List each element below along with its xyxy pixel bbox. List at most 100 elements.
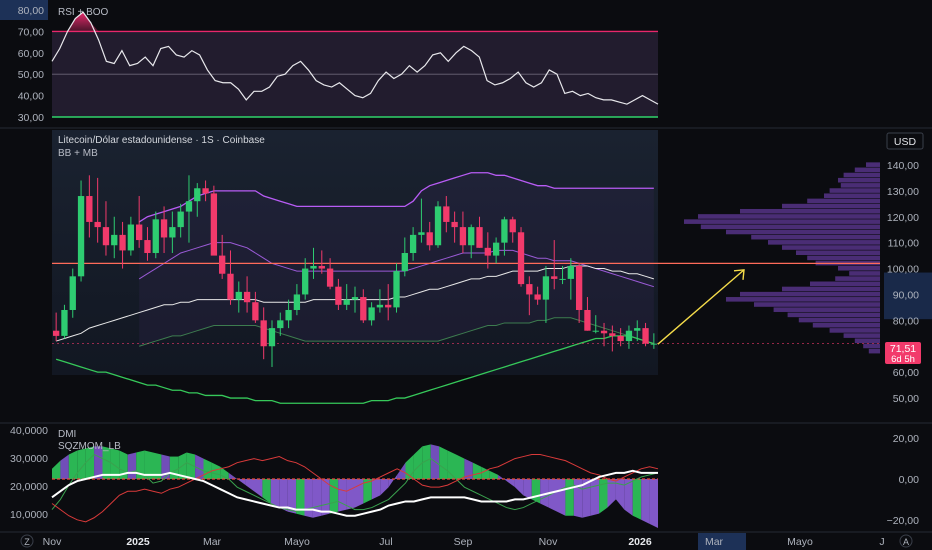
- candle-body: [318, 265, 325, 269]
- volume-profile-bar: [843, 172, 880, 178]
- dmi-right-tick-label: 0,00: [899, 474, 920, 486]
- candle-body: [61, 309, 68, 336]
- candle-body: [111, 234, 118, 246]
- candle-body: [268, 328, 276, 347]
- momentum-area: [338, 479, 347, 512]
- momentum-area: [85, 446, 95, 479]
- candle-body: [642, 328, 649, 344]
- candle-body: [393, 271, 400, 308]
- candle-body: [52, 330, 60, 336]
- candle-body: [77, 196, 85, 277]
- rsi-tick-label: 80,00: [18, 5, 44, 17]
- candle-body: [177, 211, 184, 228]
- bollinger-fill: [139, 172, 654, 347]
- volume-profile-bar: [835, 276, 880, 281]
- candle-body: [401, 253, 408, 272]
- momentum-area: [296, 479, 305, 516]
- volume-profile-bar: [754, 302, 880, 307]
- price-tick-label: 60,00: [893, 367, 919, 379]
- momentum-area: [514, 479, 524, 496]
- momentum-area: [649, 479, 658, 528]
- candle-body: [625, 330, 633, 342]
- rsi-line: [51, 11, 659, 105]
- volume-profile-bar: [807, 255, 880, 261]
- candle-body: [567, 265, 574, 279]
- momentum-area: [422, 444, 431, 479]
- momentum-area: [489, 470, 499, 479]
- candle-body: [235, 291, 242, 300]
- momentum-area: [523, 479, 532, 500]
- adx-line: [51, 469, 658, 517]
- candle-body: [343, 299, 350, 305]
- rsi-tick-label: 50,00: [18, 69, 44, 81]
- candle-body: [136, 224, 143, 241]
- candle-body: [86, 196, 93, 222]
- candle-body: [617, 335, 624, 342]
- candle-body: [152, 219, 159, 254]
- volume-profile-bar: [726, 229, 880, 235]
- candle-body: [459, 227, 467, 246]
- candle-body: [476, 227, 483, 248]
- price-panel[interactable]: [52, 162, 880, 404]
- volume-profile-bar: [787, 312, 880, 318]
- momentum-area: [127, 452, 137, 479]
- candle-body: [260, 320, 267, 347]
- dmi-right-tick-label: −20,00: [887, 515, 920, 527]
- candle-body: [351, 297, 359, 300]
- candle-body: [210, 193, 218, 256]
- time-tick-label: Sep: [454, 536, 473, 548]
- volume-profile-bar: [838, 177, 880, 183]
- candle-body: [227, 273, 234, 300]
- rsi-tick-label: 40,00: [18, 91, 44, 103]
- price-axis[interactable]: 140,00 130,00 120,00 110,00 100,00 90,00 80,00…: [884, 160, 932, 405]
- volume-profile-bar: [840, 183, 880, 188]
- dmi-panel[interactable]: [51, 444, 659, 528]
- candle-body: [385, 304, 392, 308]
- rsi-tick-label: 30,00: [18, 112, 44, 124]
- price-tick-label: 140,00: [887, 160, 919, 172]
- auto-scale-button[interactable]: [899, 534, 913, 548]
- candle-body: [468, 227, 475, 246]
- candle-body: [551, 276, 558, 279]
- momentum-area: [287, 479, 297, 514]
- rsi-panel[interactable]: [51, 11, 659, 118]
- candle-body: [285, 309, 292, 321]
- momentum-area: [557, 479, 566, 516]
- candle-body: [376, 304, 384, 308]
- momentum-area: [590, 479, 600, 516]
- momentum-area: [565, 479, 574, 516]
- volume-profile-bar: [726, 297, 880, 302]
- time-tick-label: Mayo: [787, 536, 813, 548]
- candle-body: [202, 188, 209, 194]
- dmi-right-tick-label: 20,00: [893, 433, 919, 445]
- time-tick-label: Mar: [203, 536, 222, 548]
- candle-body: [592, 330, 599, 332]
- currency-label: USD: [894, 136, 917, 148]
- time-tick-label: Mayo: [284, 536, 310, 548]
- momentum-area: [254, 479, 263, 498]
- volume-profile-bar: [740, 291, 880, 297]
- momentum-area: [237, 479, 246, 486]
- volume-profile-bar: [838, 265, 880, 271]
- zoom-button[interactable]: [20, 534, 34, 548]
- price-tick-label: 130,00: [887, 186, 919, 198]
- momentum-area: [304, 479, 313, 518]
- price-tick-label: 100,00: [887, 264, 919, 276]
- volume-profile-bar: [700, 224, 880, 230]
- auto-scale-button-label: A: [903, 537, 909, 547]
- dmi-title: DMI: [58, 429, 76, 440]
- momentum-area: [363, 479, 372, 504]
- momentum-area: [632, 479, 642, 520]
- momentum-area: [110, 448, 120, 479]
- volume-profile-bar: [866, 162, 880, 167]
- momentum-area: [329, 479, 339, 514]
- volume-profile-bar: [854, 338, 880, 344]
- time-axis[interactable]: Nov 2025 Mar Mayo Jul Sep Nov 2026 Mar Mayo J: [43, 533, 885, 550]
- momentum-area: [615, 479, 625, 510]
- momentum-area: [94, 446, 103, 479]
- momentum-area: [447, 450, 456, 479]
- candle-body: [575, 265, 583, 310]
- momentum-area: [270, 479, 280, 508]
- currency-badge[interactable]: [886, 132, 924, 150]
